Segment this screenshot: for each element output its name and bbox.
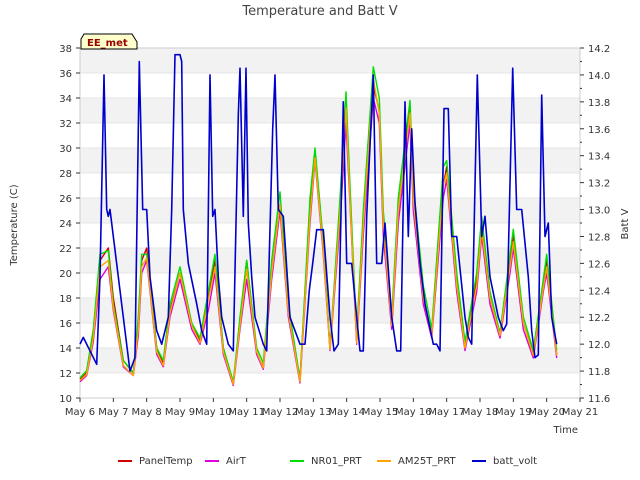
x-tick-label: May 12 — [262, 407, 299, 418]
y2-tick-label: 13.2 — [588, 179, 610, 190]
y-tick-label: 24 — [59, 219, 72, 230]
x-tick-label: May 6 — [65, 407, 95, 418]
background-band — [80, 273, 580, 298]
legend-label: batt_volt — [493, 456, 537, 467]
background-band — [80, 73, 580, 98]
legend: PanelTemp AirT NR01_PRT AM25T_PRT batt_volt — [118, 456, 537, 467]
x-tick-label: May 14 — [328, 407, 365, 418]
background-band — [80, 373, 580, 398]
y-tick-label: 10 — [59, 394, 72, 405]
x-tick-label: May 11 — [228, 407, 265, 418]
y-tick-label: 32 — [59, 119, 72, 130]
x-tick-label: May 7 — [98, 407, 128, 418]
x-tick-label: May 8 — [132, 407, 162, 418]
series-line-batt-volt — [79, 53, 558, 372]
y-tick-label: 26 — [59, 194, 72, 205]
series-layer — [79, 53, 558, 387]
series-line-am25t-prt — [79, 78, 558, 385]
y-axis-left: 10 12 14 16 18 20 22 24 26 28 30 32 34 36 38 — [59, 44, 80, 405]
x-tick-label: May 19 — [495, 407, 532, 418]
x-tick-label: May 15 — [362, 407, 399, 418]
background-band — [80, 98, 580, 123]
background-band — [80, 123, 580, 148]
legend-item-airt: AirT — [205, 456, 247, 467]
y2-axis-title: Batt V — [620, 208, 631, 239]
y2-tick-label: 13.4 — [588, 152, 610, 163]
y2-tick-label: 12.2 — [588, 313, 610, 324]
y2-tick-label: 11.8 — [588, 367, 610, 378]
legend-item-paneltemp: PanelTemp — [118, 456, 193, 467]
legend-label: AM25T_PRT — [398, 456, 457, 467]
legend-item-am25t-prt: AM25T_PRT — [377, 456, 457, 467]
legend-label: AirT — [226, 456, 247, 467]
y2-tick-label: 12.0 — [588, 340, 610, 351]
x-tick-label: May 21 — [562, 407, 599, 418]
y2-tick-label: 13.6 — [588, 125, 610, 136]
station-label-shape — [80, 33, 138, 50]
y-tick-label: 12 — [59, 369, 72, 380]
station-label-text: EE_met — [87, 38, 128, 49]
y2-tick-label: 14.2 — [588, 44, 610, 55]
x-tick-label: May 10 — [195, 407, 232, 418]
y-tick-label: 16 — [59, 319, 72, 330]
y-tick-label: 18 — [59, 294, 72, 305]
background-band — [80, 198, 580, 223]
background-band — [80, 148, 580, 173]
y2-tick-label: 12.4 — [588, 286, 610, 297]
legend-label: NR01_PRT — [311, 456, 362, 467]
y2-tick-label: 12.8 — [588, 232, 610, 243]
x-tick-label: May 16 — [395, 407, 432, 418]
legend-label: PanelTemp — [139, 456, 193, 467]
y2-tick-label: 13.0 — [588, 206, 610, 217]
legend-item-nr01-prt: NR01_PRT — [290, 456, 362, 467]
y-tick-label: 34 — [59, 94, 72, 105]
y-tick-label: 38 — [59, 44, 72, 55]
x-tick-label: May 18 — [462, 407, 499, 418]
plot-background-bands — [80, 47, 580, 399]
background-band — [80, 223, 580, 248]
y-tick-label: 20 — [59, 269, 72, 280]
y-tick-label: 36 — [59, 69, 72, 80]
x-tick-label: May 9 — [165, 407, 195, 418]
background-band — [80, 48, 580, 73]
x-tick-label: May 20 — [528, 407, 565, 418]
background-band — [80, 348, 580, 373]
y2-tick-label: 12.6 — [588, 259, 610, 270]
legend-item-batt-volt: batt_volt — [472, 456, 537, 467]
background-band — [80, 173, 580, 198]
chart-title: Temperature and Batt V — [241, 4, 397, 19]
y-tick-label: 22 — [59, 244, 72, 255]
x-tick-label: May 13 — [295, 407, 332, 418]
y-axis-title: Temperature (C) — [9, 184, 20, 266]
y-tick-label: 30 — [59, 144, 72, 155]
y2-tick-label: 13.8 — [588, 98, 610, 109]
y-tick-label: 28 — [59, 169, 72, 180]
y2-tick-label: 14.0 — [588, 71, 610, 82]
x-axis-title: Time — [553, 425, 578, 436]
y-tick-label: 14 — [59, 344, 72, 355]
x-tick-label: May 17 — [428, 407, 465, 418]
y-axis-right: 11.6 11.8 12.0 12.2 12.4 12.6 12.8 13.0 13.2 13.4… — [580, 44, 610, 405]
station-label-box: EE_met — [80, 33, 138, 50]
y2-tick-label: 11.6 — [588, 394, 610, 405]
background-band — [80, 248, 580, 273]
